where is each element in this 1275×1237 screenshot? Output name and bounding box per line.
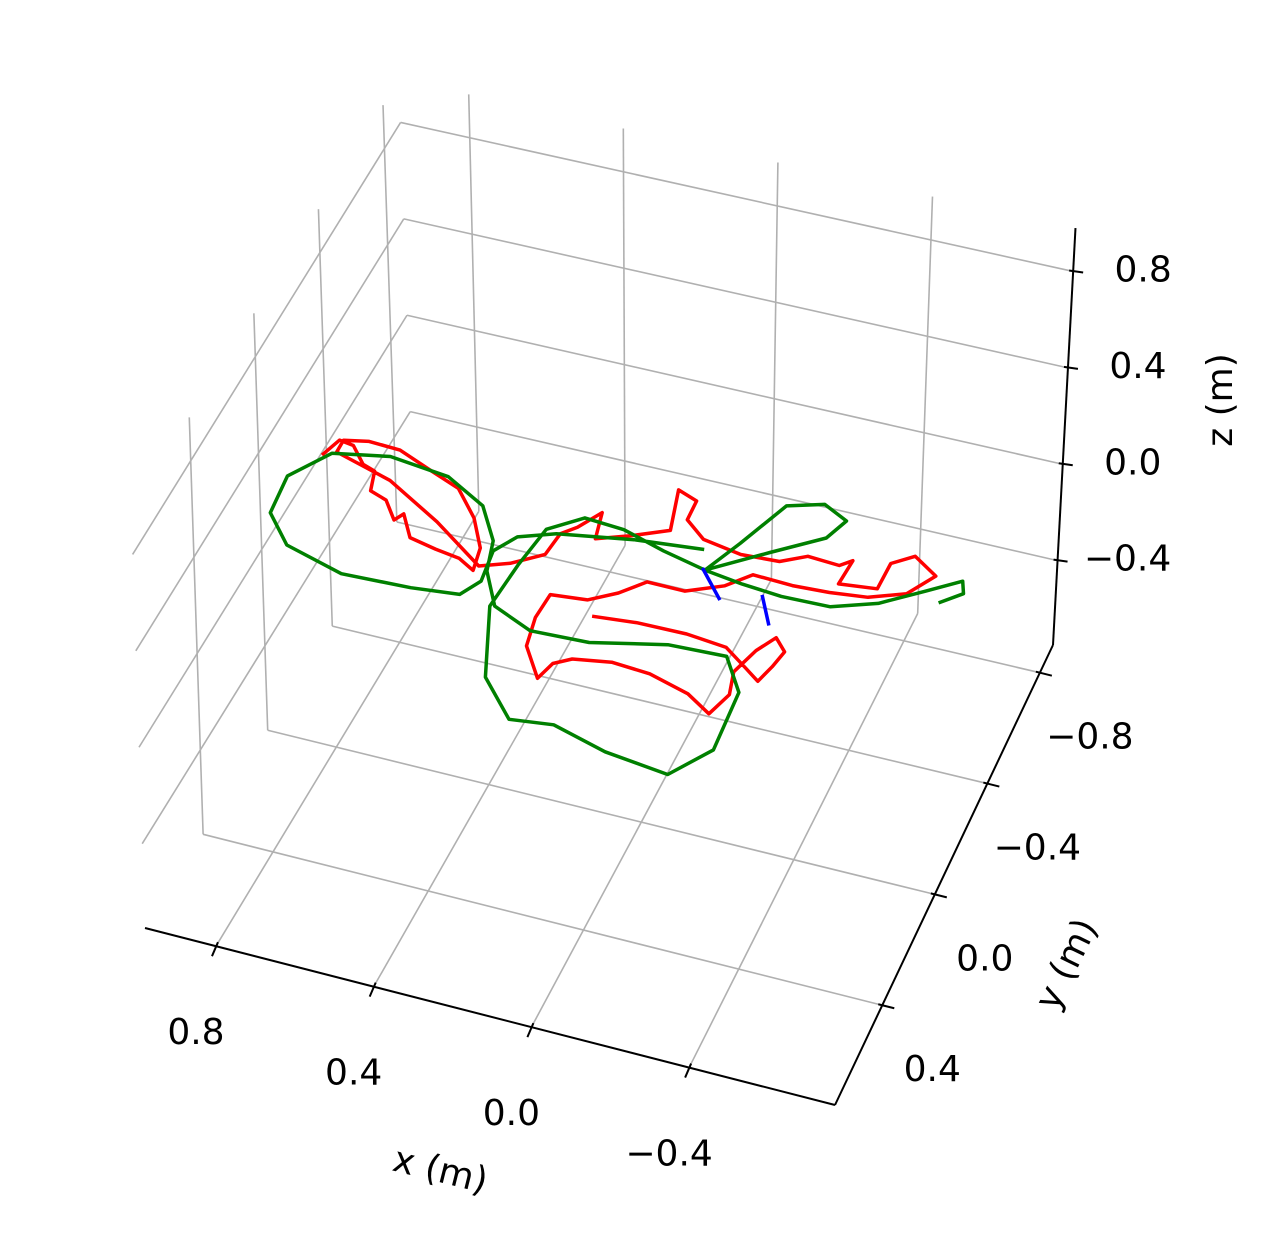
grid-line [202, 833, 883, 1007]
grid-line [410, 410, 1058, 562]
y-tick [878, 1003, 895, 1010]
x-tick-label: 0.8 [167, 1012, 224, 1053]
grid-line [467, 94, 480, 512]
grid-line [135, 218, 405, 652]
grid-line [382, 105, 398, 523]
grid-line [138, 314, 408, 748]
trajectory-line [268, 451, 966, 777]
grid-line [131, 122, 402, 555]
x-tick-label: −0.4 [625, 1134, 712, 1175]
grid-line [372, 544, 626, 988]
z-tick [1069, 269, 1084, 274]
y-axis-line [834, 644, 1054, 1106]
z-tick-label: 0.4 [1109, 346, 1166, 387]
grid-line [141, 411, 411, 845]
y-tick-label: −0.4 [994, 828, 1081, 869]
x-tick [211, 941, 219, 957]
grid-line [332, 625, 988, 785]
z-tick-label: 0.8 [1115, 249, 1172, 290]
trajectory-line [700, 567, 771, 626]
grid-line [770, 162, 779, 580]
grid-line [188, 417, 204, 835]
z-axis-label: z (m) [1200, 353, 1241, 447]
z-tick [1063, 365, 1079, 370]
y-tick [930, 892, 948, 899]
axes: 0.8 0.4 0.0 −0.4 −0.8 −0.4 0.0 0.4 −0.4 0.0 0.4 0.8 [144, 228, 1172, 1175]
grid-line [916, 196, 934, 614]
grid-line [253, 313, 269, 731]
y-tick-label: 0.4 [904, 1049, 961, 1090]
x-tick [368, 982, 377, 998]
y-tick-label: −0.8 [1046, 717, 1133, 758]
trajectory-line [320, 438, 938, 716]
grid-line [403, 218, 1069, 369]
y-tick-label: 0.0 [956, 938, 1013, 979]
grid-line [400, 121, 1074, 273]
y-tick [983, 781, 1000, 788]
grid-line [622, 128, 626, 546]
z-tick-label: 0.0 [1104, 442, 1161, 483]
grid-line [215, 510, 480, 947]
y-tick [1035, 670, 1053, 677]
x-tick-label: 0.4 [325, 1053, 382, 1094]
grid-line [267, 729, 935, 896]
grid-line [317, 209, 334, 627]
x-tick [526, 1022, 535, 1038]
x-axis-line [144, 927, 836, 1106]
z-tick [1058, 462, 1073, 467]
x-tick-label: 0.0 [483, 1093, 540, 1134]
x-tick [684, 1063, 693, 1078]
z-tick-label: −0.4 [1084, 539, 1171, 580]
plot-lines [268, 438, 966, 777]
z-axis-line [1052, 228, 1077, 646]
grid-line [688, 613, 919, 1068]
grid-line [406, 314, 1063, 466]
z-tick [1053, 558, 1068, 563]
